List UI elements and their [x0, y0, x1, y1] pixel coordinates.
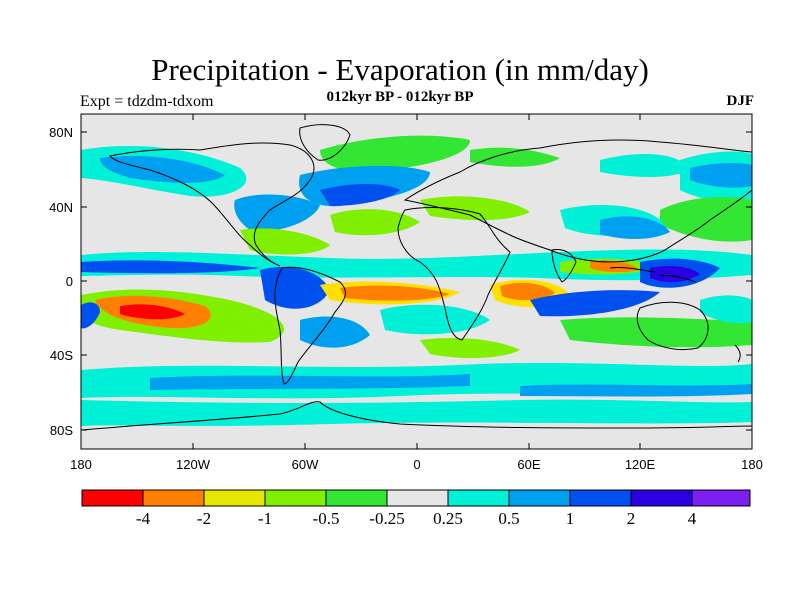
colorbar-swatch [508, 489, 571, 507]
field-patch [150, 374, 470, 390]
lon-label: 0 [413, 457, 420, 472]
field-patch [560, 317, 752, 348]
field-patch [600, 216, 670, 239]
colorbar-swatch [447, 489, 510, 507]
colorbar-label: -1 [258, 509, 272, 528]
longitude-axis: 180 120W 60W 0 60E 120E 180 [70, 114, 763, 472]
field-patch [234, 194, 320, 231]
lat-label: 80N [49, 125, 73, 140]
colorbar-swatch [691, 489, 751, 507]
field-patch [81, 302, 100, 329]
coastline-australia [636, 301, 709, 351]
lon-label: 120E [625, 457, 656, 472]
coastline-antarctica [81, 401, 752, 431]
field-patch [690, 163, 752, 188]
field-patch [380, 304, 490, 335]
lat-label: 80S [50, 423, 73, 438]
field-patch [500, 282, 555, 301]
coastline-india [551, 249, 577, 283]
field-patch [340, 285, 450, 301]
field-patch [590, 260, 640, 273]
colorbar-label: -0.25 [369, 509, 404, 528]
colorbar-label: 1 [566, 509, 575, 528]
lat-label: 40N [49, 200, 73, 215]
field-patch [700, 295, 752, 324]
field-patch [660, 197, 752, 242]
coastline-north-america [109, 142, 315, 267]
colorbar-label: -4 [136, 509, 151, 528]
field-patch [530, 290, 660, 317]
colorbar-label: -0.5 [313, 509, 340, 528]
map-subtitle: 012kyr BP - 012kyr BP [326, 89, 474, 105]
coastline-eurasia [403, 139, 752, 263]
experiment-label: Expt = tdzdm-tdxom [80, 93, 214, 110]
coastline-south-america [274, 266, 346, 385]
field-patch [320, 135, 470, 172]
colorbar-swatch [142, 489, 205, 507]
lon-label: 120W [176, 457, 211, 472]
field-patch [470, 147, 560, 167]
colorbar-label: 4 [688, 509, 697, 528]
lon-label: 180 [70, 457, 92, 472]
field-patch [520, 384, 752, 397]
colorbar-swatch [386, 489, 449, 507]
field-patch [81, 399, 752, 426]
lon-label: 60E [517, 457, 540, 472]
precip-evap-field [81, 135, 752, 426]
colorbar-swatch [630, 489, 693, 507]
colorbar-swatch [203, 489, 266, 507]
colorbar-swatch [81, 489, 144, 507]
lon-label: 180 [741, 457, 763, 472]
field-patch [300, 316, 370, 348]
colorbar-labels: -4 -2 -1 -0.5 -0.25 0.25 0.5 1 2 4 [136, 509, 697, 528]
colorbar-label: 2 [627, 509, 636, 528]
field-patch [81, 260, 260, 274]
colorbar [81, 489, 751, 507]
lat-label: 0 [66, 274, 73, 289]
field-patch [330, 209, 420, 236]
colorbar-swatch [569, 489, 632, 507]
colorbar-swatch [325, 489, 388, 507]
map-title: Precipitation - Evaporation (in mm/day) [151, 52, 649, 87]
field-patch [420, 196, 530, 221]
lat-label: 40S [50, 348, 73, 363]
coastline-new-zealand [734, 344, 741, 363]
coastline-africa [397, 206, 511, 341]
coastlines [81, 124, 752, 431]
field-patch [600, 154, 690, 177]
field-patch [320, 184, 400, 206]
colorbar-swatch [264, 489, 327, 507]
colorbar-label: 0.5 [498, 509, 519, 528]
colorbar-label: -2 [197, 509, 211, 528]
season-label: DJF [726, 93, 755, 109]
field-patch [100, 155, 225, 183]
field-patch [120, 304, 185, 320]
colorbar-label: 0.25 [433, 509, 463, 528]
latitude-axis: 80N 40N 0 40S 80S [49, 125, 752, 438]
field-patch [240, 228, 330, 255]
field-patch [420, 338, 520, 359]
field-patch [650, 266, 700, 283]
coastline-indonesia [609, 267, 697, 283]
lon-label: 60W [292, 457, 319, 472]
coastline-greenland [299, 124, 351, 161]
